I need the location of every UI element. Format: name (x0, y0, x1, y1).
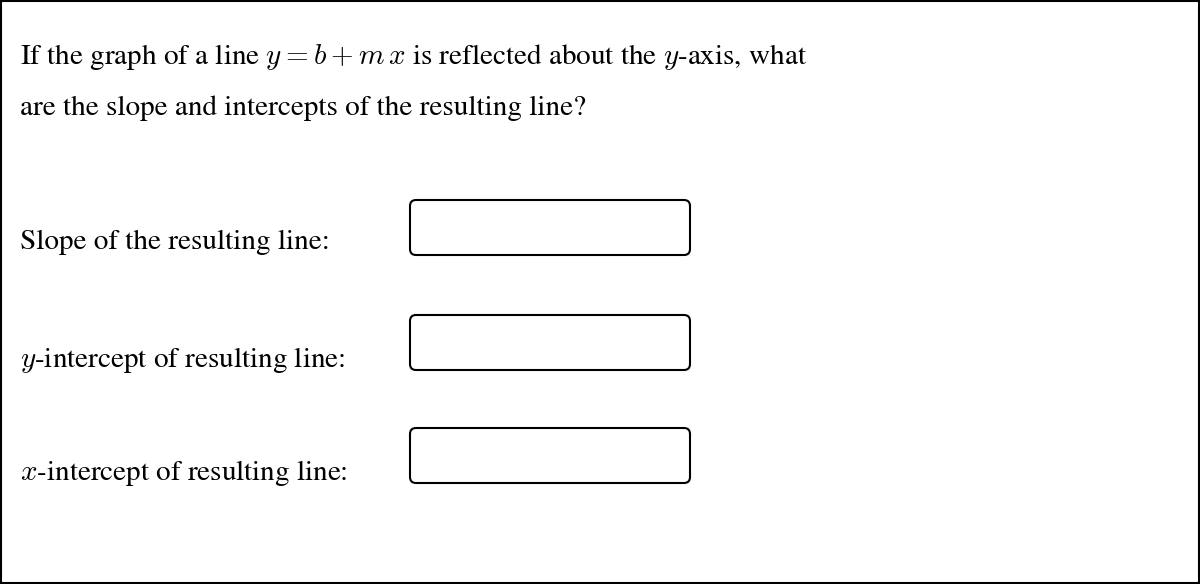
FancyBboxPatch shape (410, 428, 690, 483)
FancyBboxPatch shape (410, 200, 690, 255)
Text: $x$-intercept of resulting line:: $x$-intercept of resulting line: (20, 458, 348, 488)
FancyBboxPatch shape (410, 315, 690, 370)
Text: are the slope and intercepts of the resulting line?: are the slope and intercepts of the resu… (20, 95, 586, 121)
Text: Slope of the resulting line:: Slope of the resulting line: (20, 230, 330, 255)
Text: $y$-intercept of resulting line:: $y$-intercept of resulting line: (20, 345, 346, 375)
Text: If the graph of a line $y = b + m\, x$ is reflected about the $y$-axis, what: If the graph of a line $y = b + m\, x$ i… (20, 42, 808, 72)
